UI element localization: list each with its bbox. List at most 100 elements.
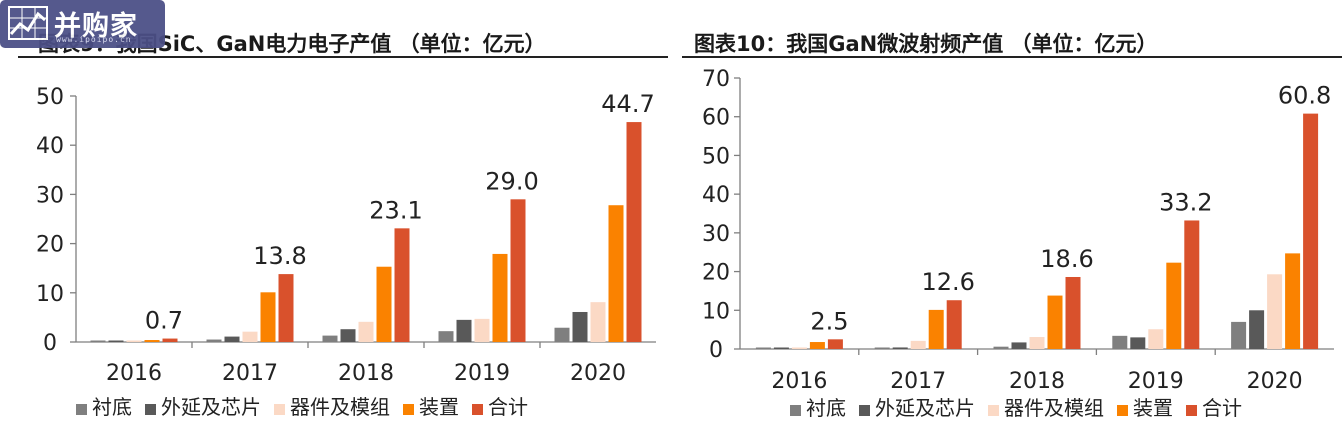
bar-外延及芯片: [572, 311, 588, 342]
bar-器件及模组: [358, 321, 374, 342]
x-tick-label: 2019: [454, 361, 510, 386]
bar-合计: [946, 300, 962, 349]
x-tick-label: 2020: [570, 361, 626, 386]
bar-chart-power-electronics: 0 10 20 30 40 50 2016 0.7 2017 13.8 2018 23.1 2019 29…: [36, 85, 656, 419]
y-tick-label: 20: [36, 233, 64, 258]
legend-swatch: [472, 404, 483, 415]
bar-外延及芯片: [456, 319, 472, 342]
data-label: 12.6: [921, 268, 974, 296]
bar-装置: [260, 292, 276, 342]
y-tick-label: 40: [702, 183, 730, 208]
bar-器件及模组: [590, 302, 606, 342]
bar-器件及模组: [1029, 336, 1045, 349]
bar-chart-rf: 0 10 20 30 40 50 60 70 2016 2.5 2017 12.6 2018 18.6 20…: [702, 67, 1334, 420]
bar-器件及模组: [242, 331, 258, 342]
legend-label: 衬底: [806, 396, 846, 420]
y-tick-label: 20: [702, 261, 730, 286]
legend-swatch: [274, 404, 285, 415]
y-tick-label: 0: [43, 331, 57, 356]
data-label: 0.7: [145, 307, 183, 335]
legend-item: 衬底: [76, 395, 132, 419]
bar-衬底: [755, 347, 771, 349]
y-tick-label: 30: [702, 222, 730, 247]
bar-外延及芯片: [773, 347, 789, 349]
bar-器件及模组: [1148, 329, 1164, 349]
data-label: 60.8: [1278, 82, 1331, 110]
y-tick-label: 50: [702, 144, 730, 169]
legend-item: 器件及模组: [988, 396, 1104, 420]
bar-合计: [278, 274, 294, 342]
x-tick-label: 2019: [1128, 369, 1184, 394]
bar-衬底: [438, 331, 454, 342]
data-label: 13.8: [253, 242, 306, 270]
y-tick-label: 70: [702, 67, 730, 92]
axes: 0 10 20 30 40 50: [36, 85, 656, 356]
bar-合计: [394, 228, 410, 342]
bar-衬底: [1112, 335, 1128, 349]
x-tick-label: 2017: [222, 361, 278, 386]
bar-衬底: [554, 327, 570, 342]
bar-合计: [827, 339, 843, 349]
title-divider: [682, 56, 1342, 58]
bar-器件及模组: [791, 347, 807, 349]
bar-衬底: [90, 340, 106, 342]
data-label: 44.7: [601, 90, 654, 118]
bar-合计: [1065, 276, 1081, 349]
title-divider: [18, 56, 668, 58]
bar-器件及模组: [1267, 274, 1283, 349]
bar-装置: [809, 342, 825, 349]
bar-合计: [1184, 220, 1200, 349]
data-label: 29.0: [485, 167, 538, 195]
y-tick-label: 10: [36, 282, 64, 307]
bar-衬底: [206, 339, 222, 342]
x-tick-label: 2017: [890, 369, 946, 394]
y-tick-label: 10: [702, 299, 730, 324]
x-tick-label: 2018: [338, 361, 394, 386]
chart-logo-icon: [8, 6, 48, 40]
bar-装置: [144, 340, 160, 342]
bar-器件及模组: [910, 340, 926, 349]
legend-label: 合计: [1202, 396, 1242, 420]
legend-swatch: [145, 404, 156, 415]
legend-label: 装置: [419, 395, 459, 419]
bar-外延及芯片: [224, 336, 240, 342]
logo-url: www.ipoipo.cn: [56, 35, 132, 44]
chart-panel-sic-gan-power: 图表9：我国SiC、GaN电力电子产值 （单位：亿元） 0 10 20 30 40 50 2…: [0, 0, 668, 448]
bar-外延及芯片: [108, 340, 124, 342]
bar-外延及芯片: [1011, 342, 1027, 349]
watermark-logo: 并购家 www.ipoipo.cn: [0, 0, 165, 48]
bar-装置: [928, 309, 944, 349]
bar-外延及芯片: [1249, 310, 1265, 349]
bar-器件及模组: [474, 318, 490, 342]
legend-label: 衬底: [92, 395, 132, 419]
legend-label: 器件及模组: [1004, 396, 1104, 420]
legend-swatch: [1186, 405, 1197, 416]
legend-item: 外延及芯片: [859, 396, 975, 420]
bar-装置: [1285, 253, 1301, 349]
bar-装置: [1166, 262, 1182, 349]
legend-item: 合计: [1186, 396, 1242, 420]
x-tick-label: 2016: [106, 361, 162, 386]
chart-panel-gan-rf: 图表10：我国GaN微波射频产值 （单位：亿元） 0 10 20 30 40 50 60 70…: [674, 0, 1342, 448]
legend-item: 装置: [1117, 396, 1173, 420]
bar-合计: [162, 338, 178, 342]
legend-swatch: [790, 405, 801, 416]
legend-label: 外延及芯片: [875, 396, 975, 420]
bar-外延及芯片: [892, 347, 908, 349]
bar-衬底: [993, 346, 1009, 349]
bar-装置: [376, 266, 392, 342]
data-label: 23.1: [369, 196, 422, 224]
bar-衬底: [1231, 321, 1247, 349]
legend-swatch: [859, 405, 870, 416]
legend-swatch: [403, 404, 414, 415]
legend-item: 衬底: [790, 396, 846, 420]
bar-合计: [510, 199, 526, 342]
y-tick-label: 30: [36, 183, 64, 208]
bar-衬底: [322, 335, 338, 342]
legend-item: 外延及芯片: [145, 395, 261, 419]
bar-合计: [626, 122, 642, 343]
legend-item: 装置: [403, 395, 459, 419]
bar-器件及模组: [126, 340, 142, 342]
y-tick-label: 40: [36, 134, 64, 159]
data-label: 33.2: [1159, 188, 1212, 216]
